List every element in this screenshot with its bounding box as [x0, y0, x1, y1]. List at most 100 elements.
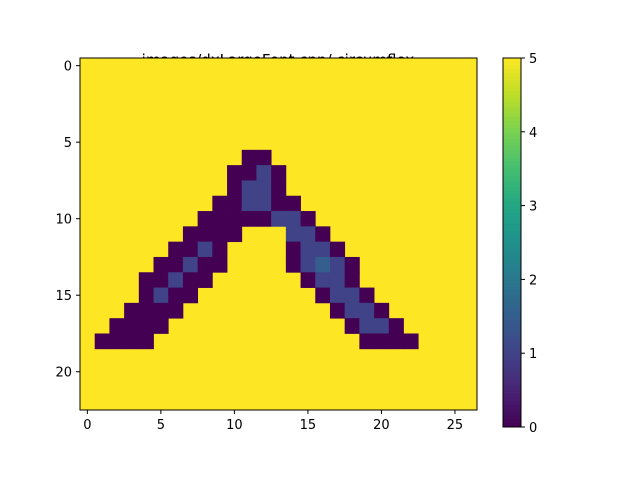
colorbar-segment: [503, 257, 521, 262]
heatmap-cell: [329, 272, 346, 288]
colorbar-segment: [503, 216, 521, 221]
colorbar-segment: [503, 69, 521, 74]
colorbar-segment: [503, 286, 521, 291]
colorbar-segment: [503, 172, 521, 177]
colorbar-segment: [503, 194, 521, 199]
colorbar-segment: [503, 338, 521, 343]
colorbar-segment: [503, 109, 521, 114]
heatmap-cell: [344, 302, 360, 319]
heatmap-cell: [124, 333, 140, 350]
heatmap-cell: [403, 333, 419, 350]
colorbar-segment: [503, 367, 521, 373]
heatmap-cell: [138, 302, 154, 319]
colorbar-segment: [503, 161, 521, 166]
heatmap-cell: [359, 333, 375, 350]
colorbar-segment: [503, 275, 521, 280]
colorbar-segment: [503, 91, 521, 96]
colorbar-segment: [503, 205, 521, 210]
heatmap-cell: [285, 256, 301, 273]
x-tick-label: 10: [226, 418, 243, 433]
colorbar-segment: [503, 327, 521, 332]
heatmap-cell: [153, 287, 169, 304]
heatmap-cell: [388, 318, 404, 334]
heatmap-cell: [241, 195, 257, 212]
colorbar-segment: [503, 238, 521, 243]
colorbar-segment: [503, 301, 521, 306]
heatmap-cell: [227, 226, 243, 243]
colorbar-segment: [503, 94, 521, 100]
colorbar-segment: [503, 264, 521, 269]
heatmap-cell: [197, 272, 213, 288]
heatmap-cell: [153, 272, 169, 288]
y-tick-label: 15: [55, 289, 72, 304]
colorbar-segment: [503, 87, 521, 92]
heatmap-cell: [197, 256, 213, 273]
colorbar-segment: [503, 157, 521, 162]
heatmap-cell: [271, 180, 287, 197]
colorbar-segment: [503, 76, 521, 81]
colorbar-segment: [503, 423, 521, 428]
heatmap-cell: [168, 241, 184, 258]
axes-frame: [79, 57, 478, 411]
colorbar-segment: [503, 117, 521, 122]
heatmap-cell: [344, 272, 360, 288]
colorbar-segment: [503, 246, 521, 251]
heatmap-cell: [256, 149, 272, 166]
x-tick-label: 20: [373, 418, 390, 433]
colorbar: [502, 57, 522, 428]
heatmap-cell: [256, 195, 272, 212]
colorbar-segment: [503, 124, 521, 129]
colorbar-segment: [503, 80, 521, 85]
colorbar-segment: [503, 305, 521, 310]
heatmap-cell: [315, 287, 331, 304]
colorbar-segment: [503, 176, 521, 181]
heatmap-cell: [388, 333, 404, 350]
colorbar-segment: [503, 242, 521, 247]
heatmap-cell: [138, 287, 154, 304]
colorbar-segment: [503, 146, 521, 151]
colorbar-tick-label: 0: [529, 421, 537, 436]
colorbar-segment: [503, 150, 521, 155]
heatmap-cell: [344, 318, 360, 334]
heatmap-cell: [168, 302, 184, 319]
colorbar-segment: [503, 272, 521, 277]
colorbar-segment: [503, 297, 521, 303]
colorbar-segment: [503, 235, 521, 240]
heatmap-cell: [197, 241, 213, 258]
colorbar-segment: [503, 397, 521, 402]
heatmap-cell: [109, 318, 125, 334]
colorbar-segment: [503, 308, 521, 314]
heatmap-cell: [300, 226, 316, 243]
colorbar-segment: [503, 142, 521, 148]
colorbar-segment: [503, 331, 521, 336]
colorbar-segment: [503, 316, 521, 321]
colorbar-tick-label: 4: [529, 126, 537, 141]
heatmap-cell: [168, 272, 184, 288]
heatmap-cell: [182, 256, 199, 273]
colorbar-segment: [503, 98, 521, 103]
heatmap-cell: [212, 195, 228, 212]
heatmap-cell: [241, 149, 257, 166]
colorbar-segment: [503, 113, 521, 118]
heatmap-cell: [138, 272, 154, 288]
colorbar-segment: [503, 412, 521, 417]
colorbar-segment: [503, 227, 521, 232]
main-axes: [79, 57, 478, 411]
colorbar-segment: [503, 165, 521, 170]
colorbar-segment: [503, 120, 521, 125]
colorbar-segment: [503, 102, 521, 107]
colorbar-segment: [503, 253, 521, 258]
x-tick-label: 15: [300, 418, 317, 433]
colorbar-segment: [503, 408, 521, 413]
colorbar-segment: [503, 183, 521, 188]
colorbar-segment: [503, 128, 521, 133]
heatmap-cell: [344, 256, 360, 273]
heatmap-cell: [124, 302, 140, 319]
x-tick-label: 5: [157, 418, 165, 433]
colorbar-segment: [503, 61, 521, 66]
colorbar-segment: [503, 72, 521, 77]
heatmap-cell: [212, 256, 228, 273]
heatmap-cell: [109, 333, 125, 350]
colorbar-segment: [503, 105, 521, 111]
heatmap-cell: [329, 287, 346, 304]
